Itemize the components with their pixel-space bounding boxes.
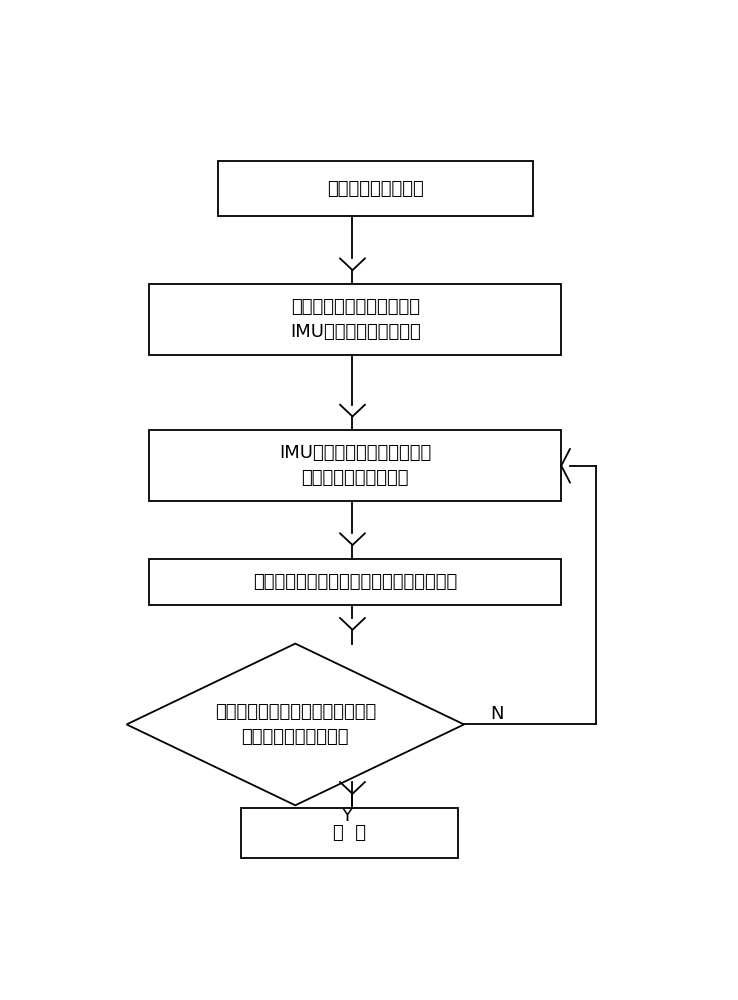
Text: 焉  接: 焉 接 [333, 824, 366, 842]
Bar [149, 559, 562, 605]
Bar [241, 808, 458, 858]
Text: 控制装置判断焉枪和焉点之间的相
对距离是否小于设定値: 控制装置判断焉枪和焉点之间的相 对距离是否小于设定値 [215, 703, 376, 746]
Text: 控制装置计算出焉枪和焉点之间的相对距离: 控制装置计算出焉枪和焉点之间的相对距离 [253, 573, 458, 591]
Bar [218, 161, 533, 216]
Polygon shape [127, 644, 464, 805]
Text: Y: Y [341, 807, 352, 825]
Text: 通过控制装置驱动机械臂、
IMU传感器和单目摄像机: 通过控制装置驱动机械臂、 IMU传感器和单目摄像机 [290, 298, 421, 341]
Text: N: N [490, 705, 503, 723]
Bar [149, 430, 562, 501]
Text: 把机械臂移至焉点处: 把机械臂移至焉点处 [327, 180, 424, 198]
Bar [149, 284, 562, 355]
Text: IMU传感器和单目摄像机分别
将信号传递至控制装置: IMU传感器和单目摄像机分别 将信号传递至控制装置 [279, 444, 432, 487]
